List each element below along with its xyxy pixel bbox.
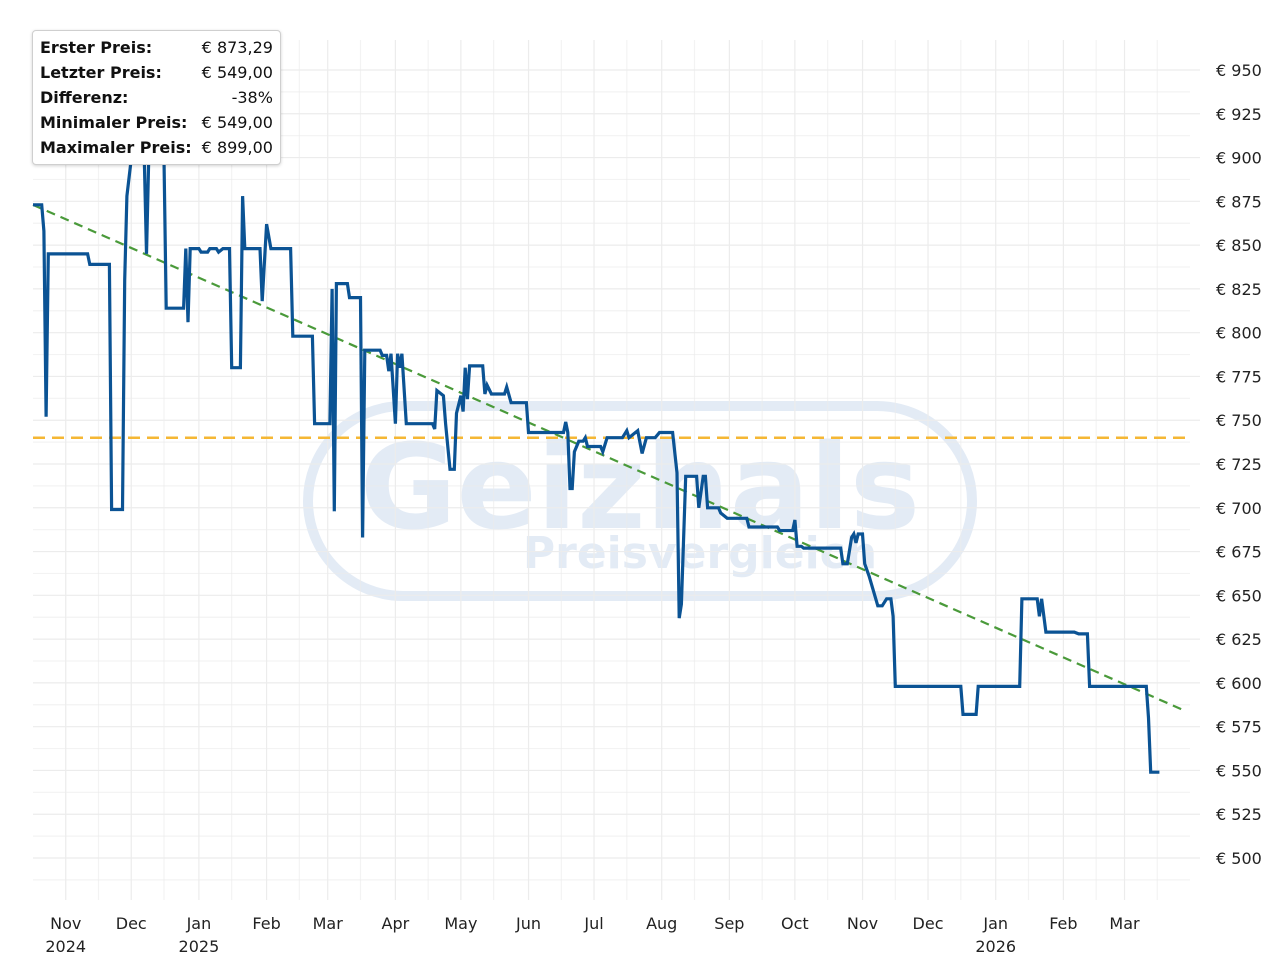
x-tick-label: Dec	[116, 914, 147, 933]
stat-row-first: Erster Preis: € 873,29	[40, 35, 273, 60]
x-tick-label: Oct	[781, 914, 809, 933]
y-tick-label: € 625	[1216, 630, 1262, 649]
min-price-label: Minimaler Preis:	[40, 113, 188, 132]
x-tick-label: Nov	[847, 914, 878, 933]
x-tick-year-label: 2024	[45, 937, 86, 956]
y-tick-label: € 725	[1216, 455, 1262, 474]
x-tick-label: Nov	[50, 914, 81, 933]
y-tick-label: € 875	[1216, 192, 1262, 211]
x-tick-label: Feb	[1049, 914, 1077, 933]
price-stats-box: Erster Preis: € 873,29 Letzter Preis: € …	[32, 30, 281, 165]
y-tick-label: € 775	[1216, 367, 1262, 386]
y-tick-label: € 900	[1216, 149, 1262, 168]
y-tick-label: € 600	[1216, 674, 1262, 693]
y-tick-label: € 675	[1216, 543, 1262, 562]
y-tick-label: € 550	[1216, 761, 1262, 780]
x-tick-label: Jan	[186, 914, 212, 933]
max-price-label: Maximaler Preis:	[40, 138, 192, 157]
grid	[33, 40, 1200, 900]
y-axis: € 950 € 925 € 900 € 875 € 850 € 825 € 800 € 775…	[1216, 61, 1262, 868]
x-tick-label: Jan	[982, 914, 1008, 933]
x-tick-label: Mar	[1109, 914, 1140, 933]
y-tick-label: € 500	[1216, 849, 1262, 868]
y-tick-label: € 950	[1216, 61, 1262, 80]
watermark-subtitle: Preisvergleich	[523, 528, 877, 579]
difference-label: Differenz:	[40, 88, 129, 107]
x-tick-label: Mar	[313, 914, 344, 933]
y-tick-label: € 575	[1216, 718, 1262, 737]
first-price-label: Erster Preis:	[40, 38, 153, 57]
watermark-frame	[303, 401, 977, 601]
y-tick-label: € 700	[1216, 499, 1262, 518]
stat-row-min: Minimaler Preis: € 549,00	[40, 110, 273, 135]
x-axis: Nov 2024 Dec Jan 2025 Feb Mar Apr May Jun Jul Aug Se…	[45, 914, 1140, 956]
x-tick-label: Dec	[913, 914, 944, 933]
x-tick-year-label: 2025	[179, 937, 220, 956]
stat-row-max: Maximaler Preis: € 899,00	[40, 135, 273, 160]
x-tick-label: Sep	[714, 914, 744, 933]
y-tick-label: € 525	[1216, 805, 1262, 824]
x-tick-label: Aug	[646, 914, 677, 933]
x-tick-label: Feb	[252, 914, 280, 933]
x-tick-label: May	[444, 914, 477, 933]
x-tick-label: Jul	[583, 914, 603, 933]
y-tick-label: € 825	[1216, 280, 1262, 299]
y-tick-label: € 850	[1216, 236, 1262, 255]
min-price-value: € 549,00	[201, 113, 273, 132]
stat-row-diff: Differenz: -38%	[40, 85, 273, 110]
x-tick-year-label: 2026	[975, 937, 1016, 956]
price-history-line	[33, 157, 1160, 774]
price-stats-table: Erster Preis: € 873,29 Letzter Preis: € …	[40, 35, 273, 160]
stat-row-last: Letzter Preis: € 549,00	[40, 60, 273, 85]
series-layer	[32, 157, 1190, 774]
x-tick-label: Jun	[515, 914, 541, 933]
last-price-value: € 549,00	[201, 63, 273, 82]
y-tick-label: € 650	[1216, 586, 1262, 605]
max-price-value: € 899,00	[201, 138, 273, 157]
y-tick-label: € 925	[1216, 105, 1262, 124]
x-tick-label: Apr	[382, 914, 410, 933]
y-tick-label: € 800	[1216, 324, 1262, 343]
last-price-label: Letzter Preis:	[40, 63, 162, 82]
difference-value: -38%	[231, 88, 273, 107]
first-price-value: € 873,29	[201, 38, 273, 57]
y-tick-label: € 750	[1216, 411, 1262, 430]
